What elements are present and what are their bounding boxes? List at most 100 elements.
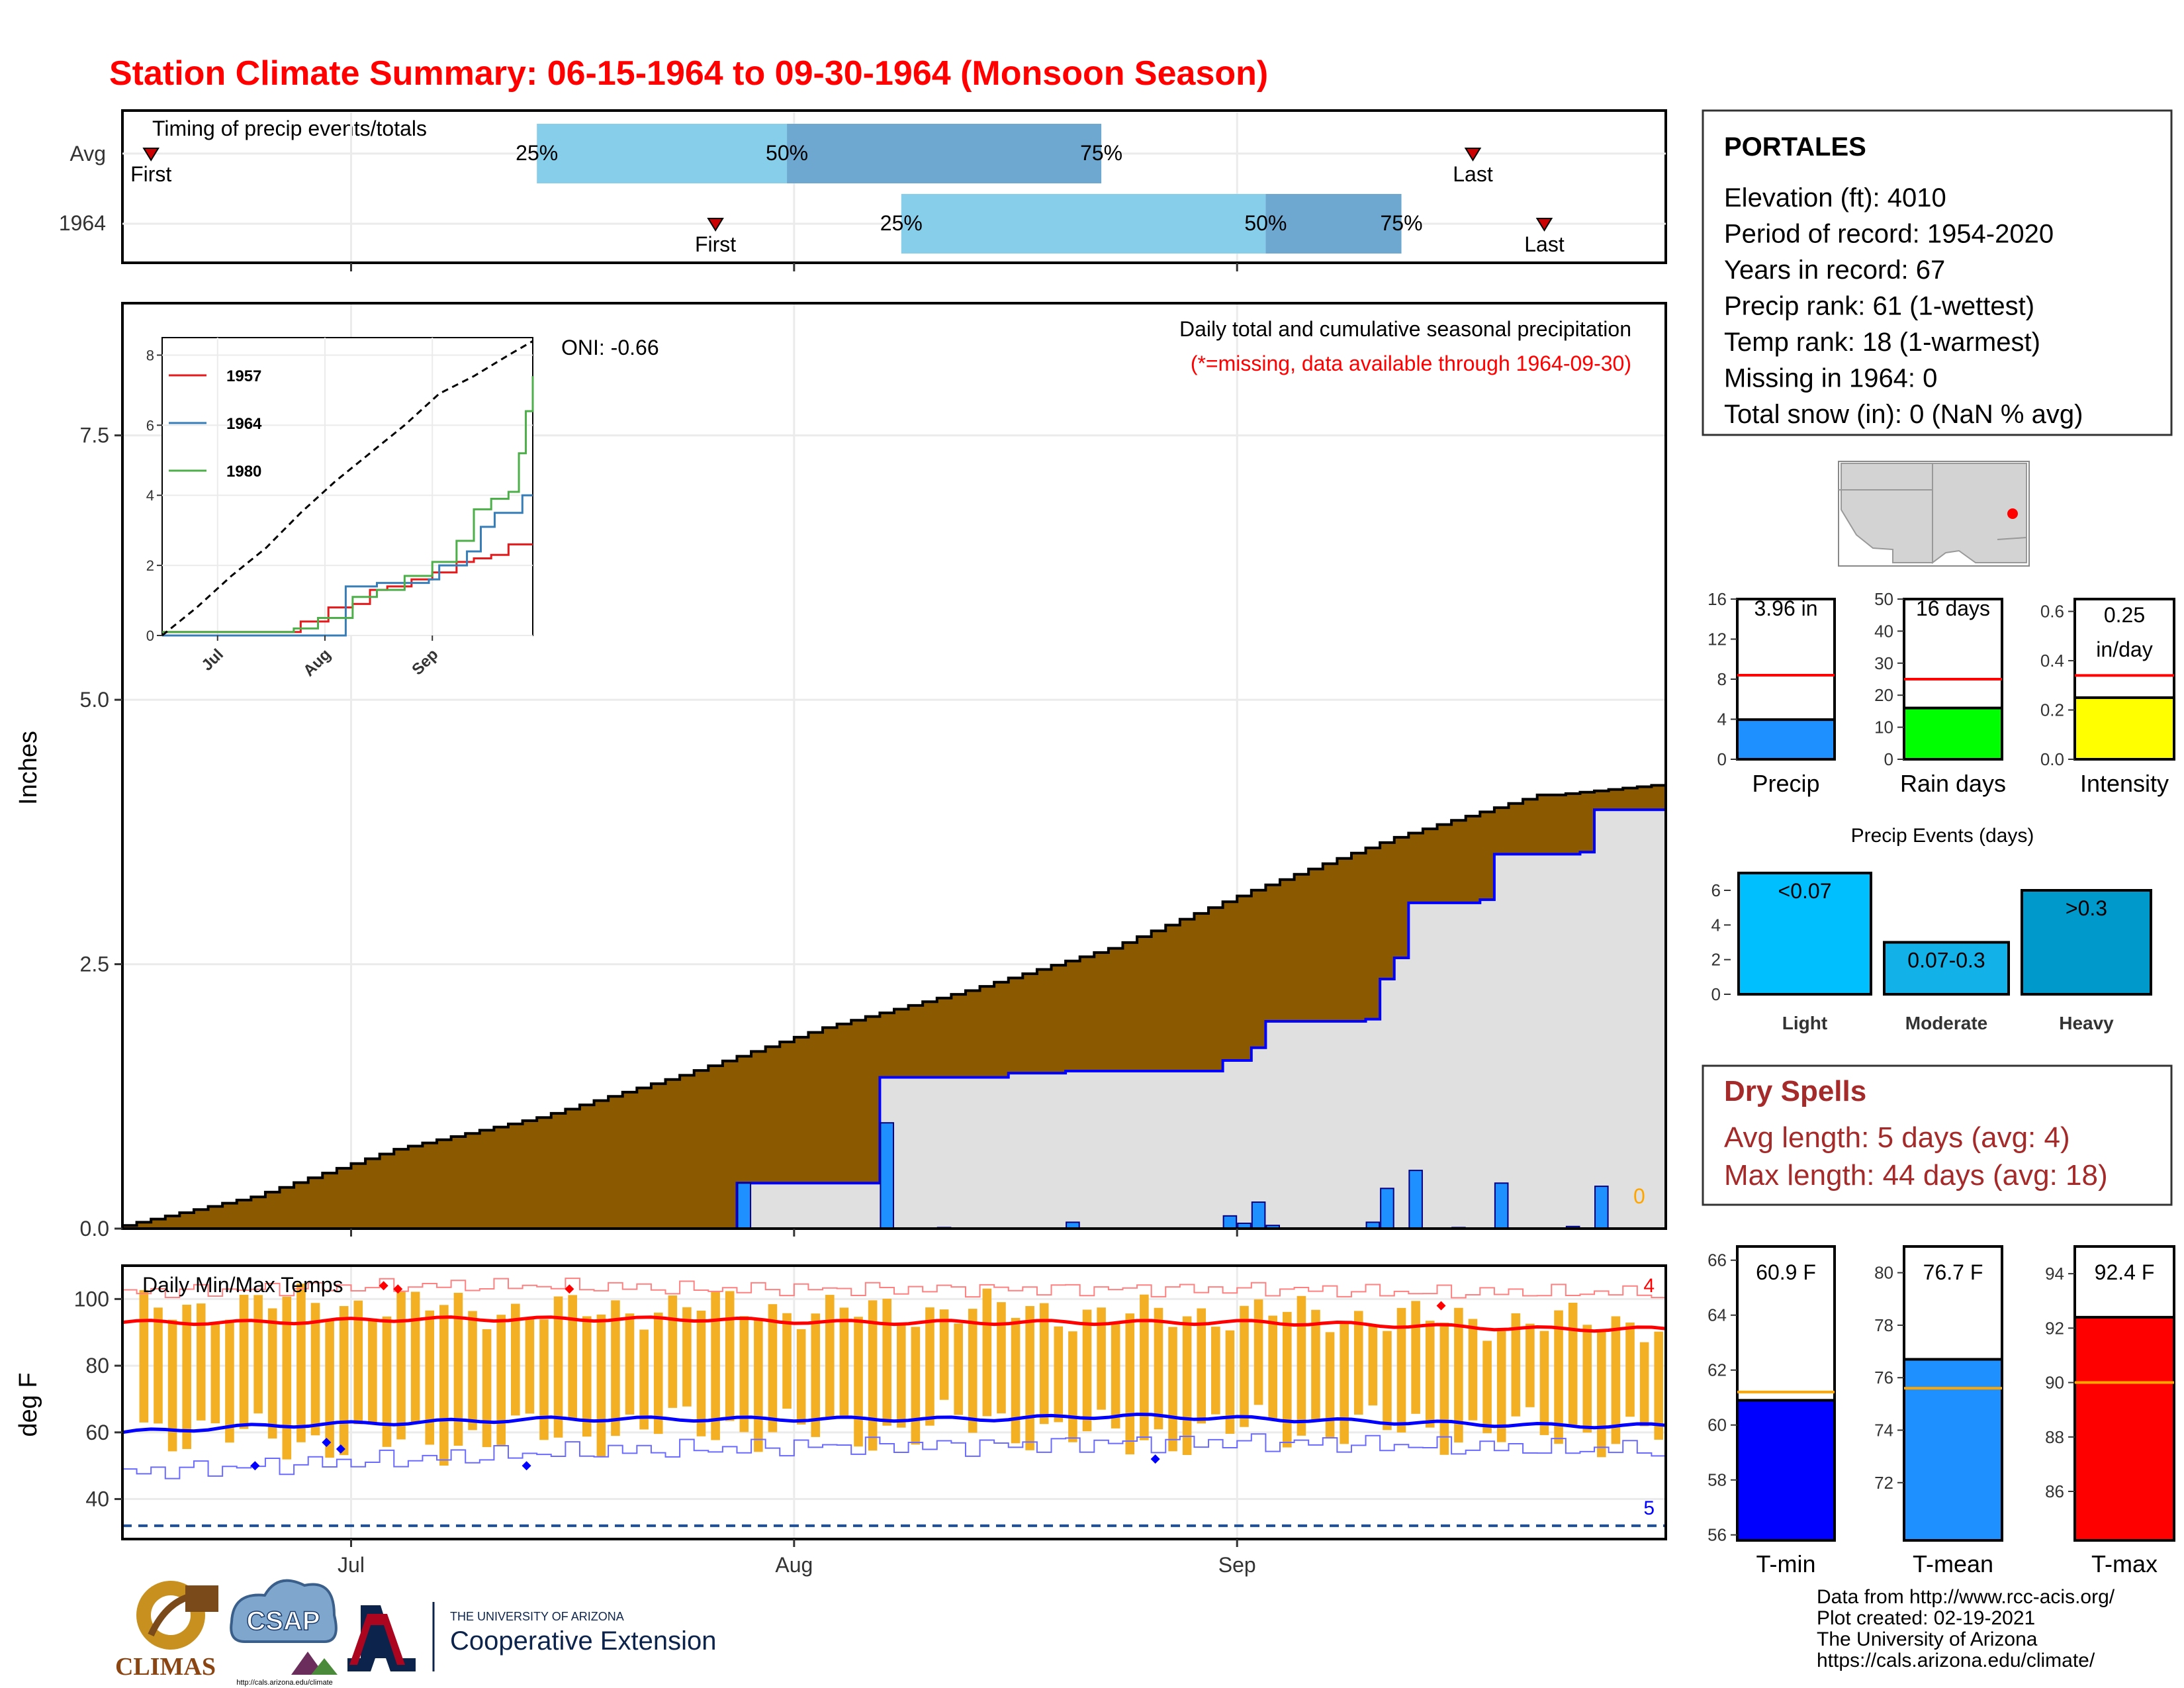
temp-xtick-label: Jul — [338, 1553, 365, 1577]
record-low-marker — [322, 1437, 332, 1447]
daily-temp-range-bar — [225, 1319, 234, 1443]
daily-temp-range-bar — [1340, 1323, 1349, 1444]
daily-temp-range-bar — [925, 1307, 934, 1426]
daily-temp-range-bar — [1568, 1303, 1578, 1425]
first-event-marker — [707, 218, 724, 232]
quartile-bar-25-50 — [901, 194, 1266, 254]
timing-title: Timing of precip events/totals — [152, 117, 427, 140]
university-of-arizona-logo: THE UNIVERSITY OF ARIZONA Cooperative Ex… — [347, 1602, 716, 1671]
station-info-line: Precip rank: 61 (1-wettest) — [1724, 292, 2034, 321]
mini-bar-value-text: 0.25 — [2104, 603, 2145, 627]
mini-bar-value — [2073, 696, 2175, 761]
temp-panel-frame — [121, 1264, 1667, 1540]
daily-temp-range-bar — [1154, 1307, 1163, 1430]
record-max-line — [122, 1278, 1666, 1299]
daily-temp-range-bar — [167, 1319, 177, 1452]
mini-bar-ytick-label: 8 — [1717, 669, 1727, 689]
pct-50-label: 50% — [1244, 211, 1287, 235]
first-event-label: First — [695, 232, 736, 256]
mini-bar-ytick-label: 4 — [1717, 710, 1727, 729]
record-low-marker — [1150, 1454, 1160, 1464]
record-low-marker — [522, 1461, 531, 1471]
events-ytick-label: 2 — [1711, 950, 1721, 970]
temp-bar-ytick-label: 56 — [1707, 1525, 1727, 1545]
timing-row-label-year: 1964 — [59, 211, 106, 235]
mini-bar-value-text: 3.96 in — [1754, 596, 1817, 620]
daily-temp-range-bar — [1097, 1307, 1106, 1410]
precip-ytick-label: 7.5 — [80, 424, 109, 447]
event-bar — [2021, 889, 2152, 996]
daily-temp-range-bar — [839, 1307, 849, 1417]
first-event-label: First — [130, 162, 171, 186]
missing-count: 0 — [1633, 1184, 1645, 1208]
temp-bar-ytick-label: 74 — [1874, 1421, 1893, 1440]
daily-temp-range-bar — [368, 1318, 377, 1425]
daily-temp-range-bar — [496, 1315, 506, 1446]
daily-temp-range-bar — [939, 1309, 949, 1400]
daily-temp-range-bar — [196, 1303, 206, 1421]
daily-temp-range-bar — [1611, 1316, 1621, 1444]
station-info-line: Temp rank: 18 (1-warmest) — [1724, 328, 2040, 357]
mini-bar-value-text-2: in/day — [2096, 637, 2152, 661]
footer-line-2: Plot created: 02-19-2021 — [1817, 1607, 2035, 1629]
inset-ytick-label: 4 — [146, 487, 154, 504]
temp-ytick-label: 100 — [74, 1287, 109, 1311]
precip-ytick-label: 5.0 — [80, 688, 109, 712]
temp-bar-label: T-min — [1756, 1550, 1816, 1577]
daily-temp-range-bar — [882, 1298, 891, 1426]
daily-temp-range-bar — [1411, 1301, 1420, 1414]
station-name: PORTALES — [1724, 132, 1866, 162]
daily-precip-bar — [1251, 1201, 1266, 1229]
temp-bar-ytick-label: 60 — [1707, 1415, 1727, 1435]
daily-temp-range-bar — [1297, 1295, 1306, 1436]
temperature-panel: deg F Daily Min/Max Temps 4 5 40 60 80 100 Jul Au… — [15, 1264, 1667, 1577]
daily-temp-range-bar — [1539, 1331, 1549, 1435]
observed-cumulative-line — [122, 808, 1666, 1230]
temp-bar-ytick-label: 86 — [2045, 1481, 2064, 1501]
station-info-line: Total snow (in): 0 (NaN % avg) — [1724, 400, 2083, 429]
temp-bar-ytick-label: 72 — [1874, 1473, 1893, 1493]
events-title: Precip Events (days) — [1851, 825, 2034, 847]
mini-bar-ytick-label: 50 — [1874, 589, 1893, 609]
state-location-map — [1838, 461, 2030, 567]
daily-temp-range-bar — [639, 1329, 649, 1430]
daily-temp-range-bar — [668, 1295, 678, 1408]
daily-temp-range-bar — [382, 1316, 392, 1447]
temp-panel-title: Daily Min/Max Temps — [142, 1273, 343, 1297]
daily-temp-range-bar — [1396, 1307, 1406, 1433]
mini-bar-label: Rain days — [1900, 770, 2006, 797]
dry-spells-avg: Avg length: 5 days (avg: 4) — [1724, 1121, 2070, 1154]
inset-ytick-label: 6 — [146, 417, 154, 434]
temp-xtick-label: Aug — [775, 1553, 813, 1577]
oni-label: ONI: -0.66 — [561, 336, 659, 359]
temp-bar-value — [2073, 1315, 2175, 1542]
events-ytick-label: 4 — [1711, 915, 1721, 935]
daily-temp-range-bar — [253, 1295, 263, 1414]
daily-temp-range-bar — [1054, 1326, 1064, 1423]
daily-temp-range-bar — [1383, 1331, 1392, 1430]
precip-panel-frame — [121, 302, 1667, 1230]
daily-temp-range-bar — [825, 1295, 835, 1418]
daily-temp-range-bar — [296, 1284, 306, 1442]
mini-bar-ytick-label: 40 — [1874, 621, 1893, 641]
footer-line-3: The University of Arizona — [1817, 1628, 2038, 1650]
precip-ytick-label: 0.0 — [80, 1217, 109, 1241]
events-ytick-label: 0 — [1711, 984, 1721, 1004]
climas-logo-text: CLIMAS — [115, 1653, 216, 1681]
inset-ytick-label: 2 — [146, 557, 154, 574]
record-high-marker — [1436, 1301, 1446, 1311]
inset-legend-label: 1957 — [226, 367, 261, 385]
missing-note: (*=missing, data available through 1964-… — [1191, 352, 1631, 375]
inset-legend-label: 1980 — [226, 463, 261, 481]
station-info-line: Elevation (ft): 4010 — [1724, 183, 1946, 212]
record-low-marker — [336, 1444, 345, 1454]
daily-temp-range-bar — [154, 1307, 163, 1424]
page-title: Station Climate Summary: 06-15-1964 to 0… — [109, 54, 1268, 93]
daily-temp-range-bar — [1511, 1313, 1521, 1417]
temp-bar-value-text: 60.9 F — [1756, 1260, 1816, 1284]
temp-ytick-label: 60 — [85, 1421, 109, 1444]
ua-line2: Cooperative Extension — [450, 1626, 716, 1656]
record-low-marker — [250, 1461, 260, 1471]
daily-temp-range-bar — [696, 1310, 706, 1436]
daily-temp-range-bar — [525, 1319, 535, 1414]
